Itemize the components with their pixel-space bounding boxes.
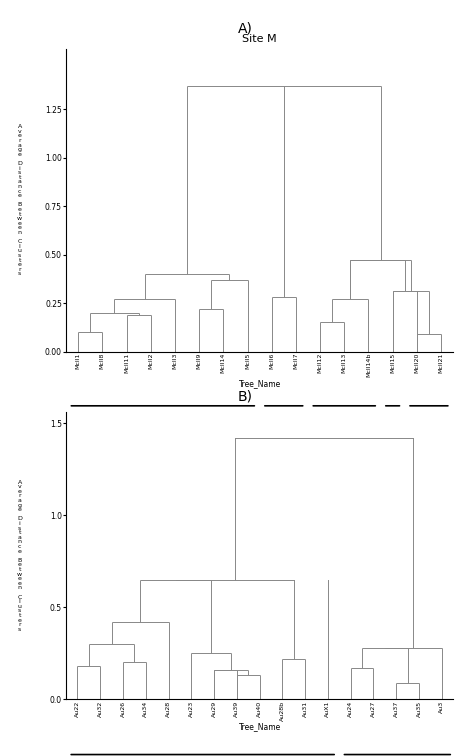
Title: Site M: Site M: [242, 34, 277, 44]
X-axis label: Tree_Name: Tree_Name: [238, 722, 281, 731]
X-axis label: Tree_Name: Tree_Name: [238, 379, 281, 388]
Text: MA: MA: [154, 423, 171, 433]
Text: MD: MD: [420, 423, 438, 433]
Text: A
v
e
r
a
g
e
 
D
i
s
t
a
n
c
e
 
B
e
t
w
e
e
n
 
C
l
u
s
t
e
r
s: A v e r a g e D i s t a n c e B e t w e …: [17, 479, 22, 632]
Text: MC: MC: [384, 423, 401, 433]
Text: A
v
e
r
a
g
e
 
D
i
s
t
a
n
c
e
 
B
e
t
w
e
e
n
 
C
l
u
s
t
e
r
s: A v e r a g e D i s t a n c e B e t w e …: [17, 124, 22, 277]
Text: B): B): [238, 389, 253, 404]
Text: A): A): [238, 21, 253, 36]
Text: ME: ME: [276, 423, 292, 433]
Text: MB: MB: [336, 423, 353, 433]
